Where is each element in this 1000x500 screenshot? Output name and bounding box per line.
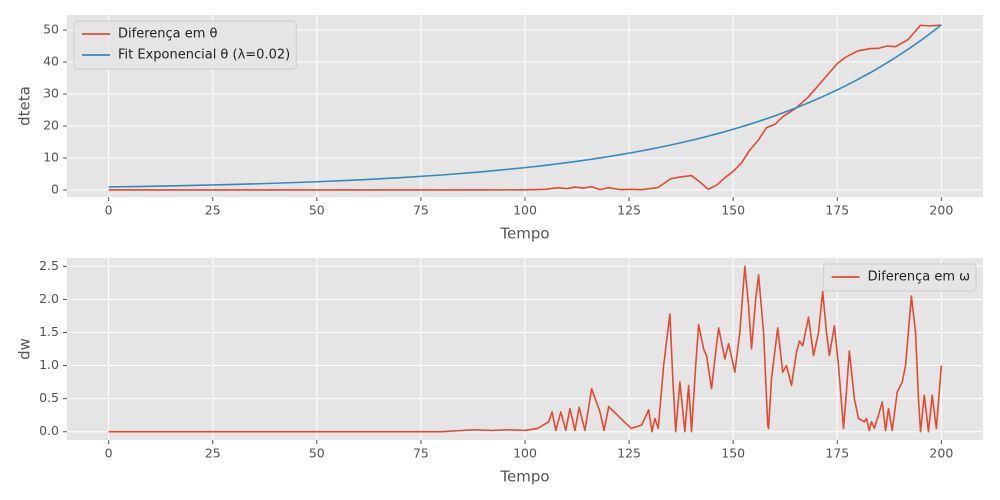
y-tick-label: 20 [43,117,59,132]
legend-label: Diferença em ω [868,270,970,285]
x-tick-label: 50 [309,446,325,461]
legend-box [73,20,297,70]
legend: Diferença em ω [823,263,977,292]
y-tick-label: 2.5 [39,258,59,273]
x-tick-label: 75 [413,203,429,218]
x-tick-label: 125 [617,446,641,461]
y-axis-label: dteta [16,86,34,126]
x-tick-label: 150 [721,203,745,218]
x-tick-label: 50 [309,203,325,218]
y-axis-label: dw [16,338,34,360]
y-tick-label: 1.0 [39,357,59,372]
x-tick-label: 0 [105,203,113,218]
y-tick-label: 10 [43,149,59,164]
legend-label: Fit Exponencial θ (λ=0.02) [118,48,290,63]
y-tick-label: 0.0 [39,423,59,438]
data-line [108,24,942,188]
y-tick-label: 1.5 [39,324,59,339]
y-tick-label: 2.0 [39,291,59,306]
x-tick-label: 175 [825,203,849,218]
data-line [108,24,942,191]
x-tick-label: 100 [513,203,537,218]
y-tick-label: 0.5 [39,390,59,405]
x-tick-label: 125 [617,203,641,218]
x-axis-label: Tempo [499,225,549,243]
x-tick-label: 25 [205,446,221,461]
legend: Diferença em θ Fit Exponencial θ (λ=0.02) [73,20,297,70]
legend-label: Diferença em θ [118,27,218,42]
y-tick-label: 30 [43,86,59,101]
x-tick-label: 150 [721,446,745,461]
y-tick-label: 0 [51,181,59,196]
x-tick-label: 100 [513,446,537,461]
data-line [108,265,943,433]
y-tick-label: 50 [43,22,59,37]
x-tick-label: 0 [105,446,113,461]
x-tick-label: 200 [929,446,953,461]
legend-box [823,263,977,292]
y-tick-label: 40 [43,54,59,69]
x-tick-label: 200 [929,203,953,218]
x-tick-label: 75 [413,446,429,461]
x-tick-label: 25 [205,203,221,218]
x-tick-label: 175 [825,446,849,461]
x-axis-label: Tempo [499,468,549,486]
